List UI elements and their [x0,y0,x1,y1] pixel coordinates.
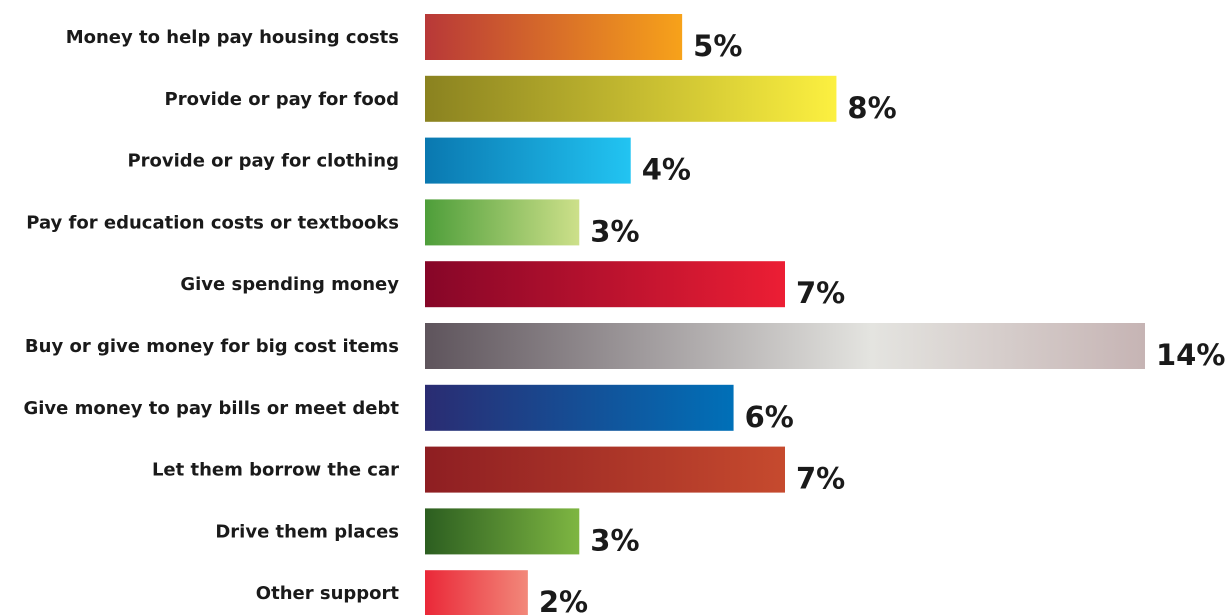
category-label: Drive them places [215,521,399,542]
bar-4 [425,199,580,246]
value-label: 3% [590,214,639,248]
value-label: 3% [590,523,639,557]
bar-3 [425,137,631,184]
bar-1 [425,14,683,60]
value-label: 4% [642,153,691,187]
category-label: Buy or give money for big cost items [25,336,399,357]
category-label: Provide or pay for clothing [127,151,399,172]
bars-group [425,14,1145,615]
category-label: Give money to pay bills or meet debt [23,398,399,419]
category-label: Money to help pay housing costs [66,27,399,48]
category-label: Other support [256,583,400,604]
value-label: 7% [796,462,845,496]
category-label: Pay for education costs or textbooks [26,212,399,233]
bar-2 [425,75,837,122]
category-label: Let them borrow the car [152,460,399,481]
value-label: 6% [745,400,794,434]
value-label: 5% [693,29,742,63]
bar-5 [425,261,785,308]
value-label: 14% [1156,338,1225,372]
value-label: 7% [796,276,845,310]
bar-9 [425,508,580,555]
bar-10 [425,570,528,615]
bar-7 [425,384,734,431]
value-labels-group: 5%8%4%3%7%14%6%7%3%2% [539,29,1226,615]
category-label: Give spending money [180,274,399,295]
value-label: 8% [847,91,896,125]
bar-8 [425,446,785,493]
bar-6 [425,323,1145,369]
category-label: Provide or pay for food [165,89,399,110]
category-labels-group: Money to help pay housing costs Provide o… [23,27,399,604]
value-label: 2% [539,585,588,615]
